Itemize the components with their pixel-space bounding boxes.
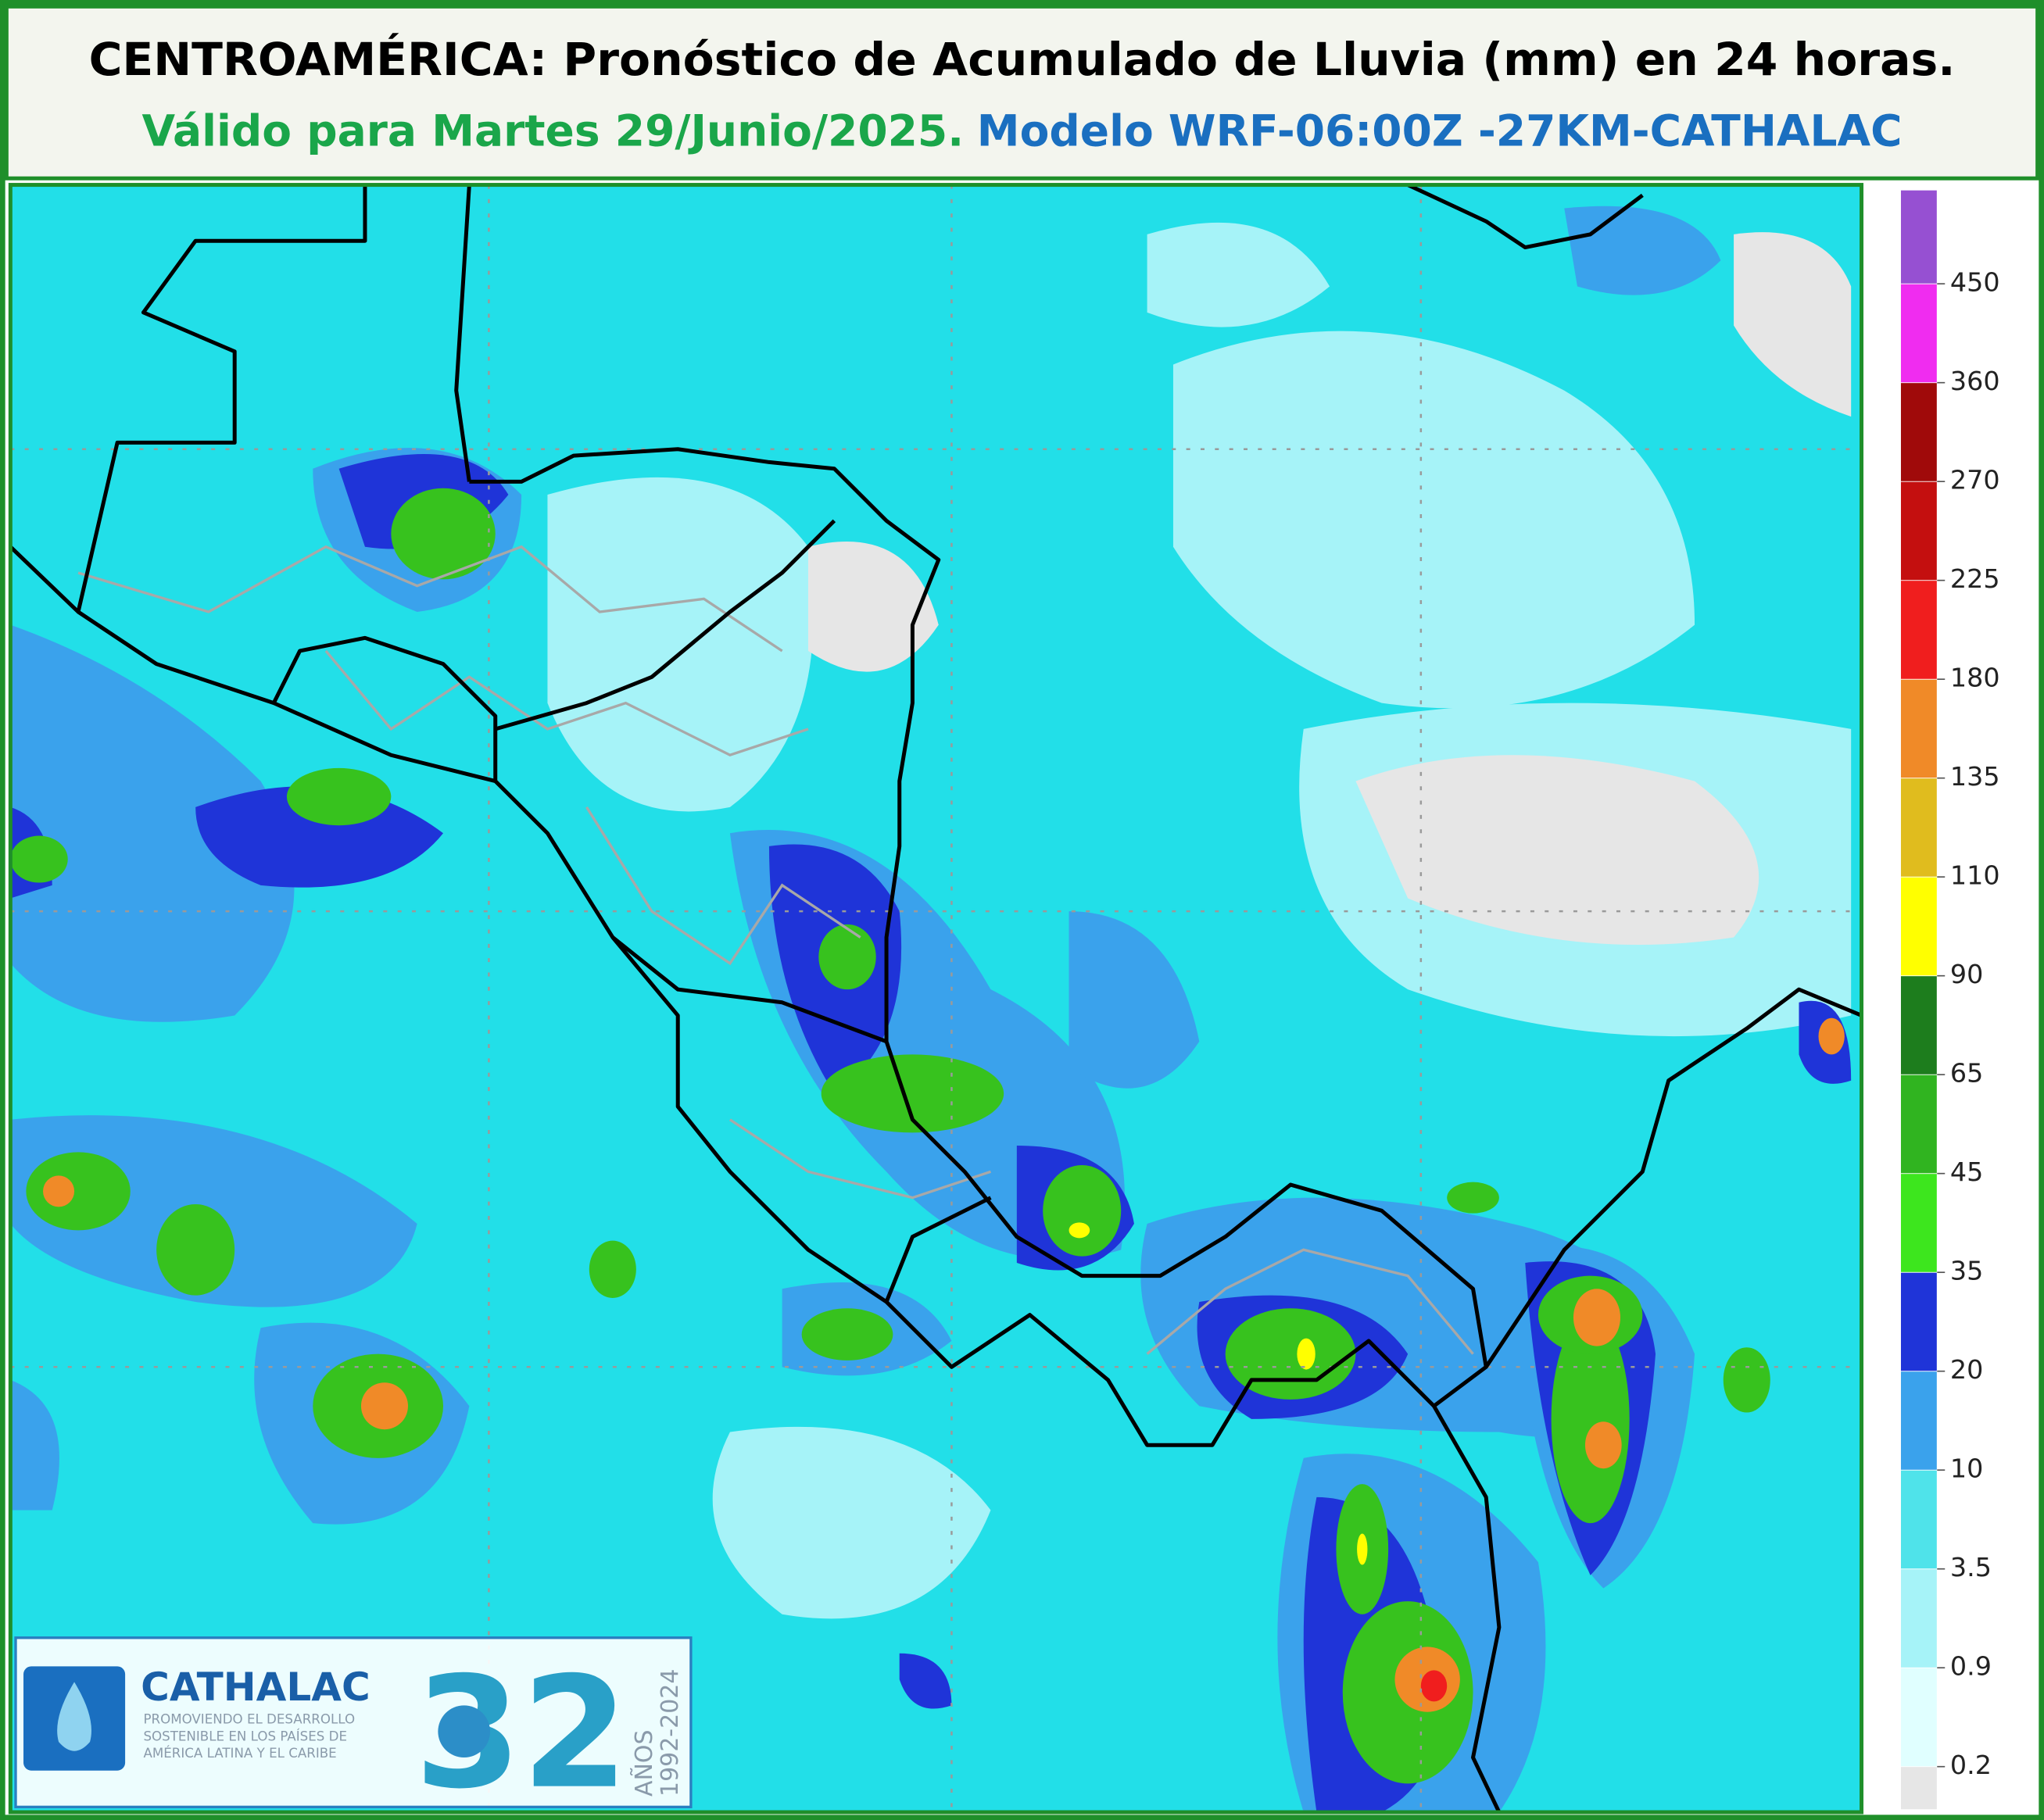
map-frame (8, 183, 1864, 1815)
logo-tagline: AMÉRICA LATINA Y EL CARIBE (143, 1746, 336, 1761)
colorbar-label: 180 (1950, 663, 2000, 693)
colorbar-segment (1900, 481, 1938, 581)
colorbar-label: 450 (1950, 267, 2000, 298)
logo-name: CATHALAC (141, 1664, 370, 1710)
peak-areas (1069, 1222, 1368, 1565)
colorbar-label: 0.9 (1950, 1651, 1992, 1682)
logo-tagline: SOSTENIBLE EN LOS PAÍSES DE (143, 1729, 347, 1743)
colorbar-label: 20 (1950, 1354, 1983, 1385)
colorbar-segment (1900, 382, 1938, 482)
colorbar-label: 90 (1950, 959, 1983, 989)
light-areas (130, 222, 1852, 1619)
colorbar-label: 45 (1950, 1157, 1983, 1187)
logo-anniversary: AÑOS (630, 1729, 658, 1797)
logo-years: 1992-2024 (657, 1669, 684, 1797)
dry-areas (807, 232, 1852, 946)
colorbar-segment (1900, 678, 1938, 779)
colorbar-label: 110 (1950, 860, 2000, 891)
colorbar-label: 270 (1950, 465, 2000, 495)
colorbar-label: 360 (1950, 366, 2000, 396)
header-box (4, 4, 2040, 181)
colorbar-segment (1900, 975, 1938, 1075)
logo-globe (438, 1705, 491, 1758)
colorbar-label: 135 (1950, 761, 2000, 792)
extreme-areas (43, 1017, 1845, 1712)
colorbar-segment (1900, 1766, 1938, 1811)
subtitle: Válido para Martes 29/Junio/2025. Modelo … (141, 106, 1902, 156)
validity: Válido para Martes 29/Junio/2025. (141, 106, 964, 156)
title: CENTROAMÉRICA: Pronóstico de Acumulado d… (89, 32, 1956, 86)
colorbar-label: 35 (1950, 1256, 1983, 1286)
colorbar-segment (1900, 580, 1938, 680)
logo-box (14, 1636, 693, 1809)
colorbar-label: 3.5 (1950, 1552, 1992, 1582)
max-area (1420, 1670, 1448, 1702)
colorbar-segment (1900, 1469, 1938, 1570)
logo-tagline: PROMOVIENDO EL DESARROLLO (143, 1712, 355, 1727)
model: Modelo WRF-06:00Z -27KM-CATHALAC (977, 106, 1903, 156)
colorbar-segment (1900, 1074, 1938, 1175)
colorbar-segment (1900, 1173, 1938, 1273)
colorbar-segment (1900, 1271, 1938, 1372)
logo-drop (57, 1682, 91, 1751)
colorbar: 0.2 0.9 3.5 10 20 35 45 65 90 110 135 180 225 270 360 4… (1865, 184, 2036, 1813)
coastlines (10, 184, 1862, 1813)
admin-borders (77, 545, 1474, 1355)
colorbar-label: 225 (1950, 563, 2000, 594)
colorbar-segment (1900, 876, 1938, 977)
colorbar-segment (1900, 778, 1938, 878)
colorbar-label: 0.2 (1950, 1750, 1992, 1780)
colorbar-label: 65 (1950, 1058, 1983, 1089)
colorbar-segment (1900, 283, 1938, 384)
colorbar-segment (1900, 1371, 1938, 1471)
colorbar-panel (1865, 184, 2036, 1813)
rain-map (10, 184, 1862, 1813)
colorbar-segment (1900, 189, 1938, 284)
colorbar-label: 10 (1950, 1453, 1983, 1484)
colorbar-segment (1900, 1568, 1938, 1668)
logo: CATHALAC PROMOVIENDO EL DESARROLLO SOSTE… (14, 1636, 693, 1820)
colorbar-segment (1900, 1667, 1938, 1768)
